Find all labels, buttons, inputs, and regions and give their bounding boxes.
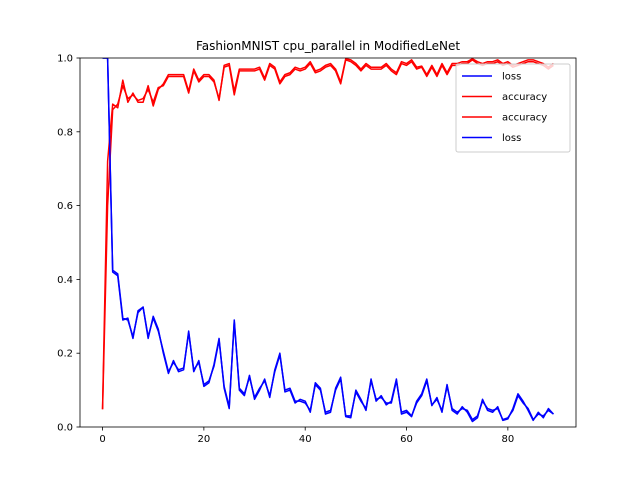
x-tick-label: 60 [400, 434, 413, 445]
y-tick-label: 1.0 [57, 54, 73, 65]
x-axis: 0 20 40 60 80 [99, 427, 514, 445]
plot-frame [79, 57, 577, 428]
legend-box [455, 63, 571, 153]
y-tick-label: 0.2 [57, 349, 73, 360]
y-tick-label: 0.8 [57, 127, 73, 138]
legend-label-accuracy: accuracy [502, 113, 547, 124]
y-tick-label: 0.4 [57, 275, 73, 286]
legend: loss accuracy accuracy loss [455, 63, 571, 153]
x-tick-label: 40 [299, 434, 312, 445]
series-line-accuracy-2 [101, 58, 554, 410]
legend-label-loss: loss [502, 133, 521, 144]
y-tick-label: 0.0 [57, 423, 73, 434]
x-tick-label: 0 [99, 434, 105, 445]
series-line-loss-4 [102, 58, 554, 421]
y-axis: 0.0 0.2 0.4 0.6 0.8 1.0 [57, 54, 80, 434]
chart-title: FashionMNIST cpu_parallel in ModifiedLeN… [196, 39, 460, 53]
y-tick-label: 0.6 [57, 201, 73, 212]
legend-label-loss: loss [502, 72, 521, 83]
legend-label-accuracy: accuracy [502, 92, 547, 103]
x-tick-label: 80 [501, 434, 514, 445]
x-tick-label: 20 [198, 434, 211, 445]
